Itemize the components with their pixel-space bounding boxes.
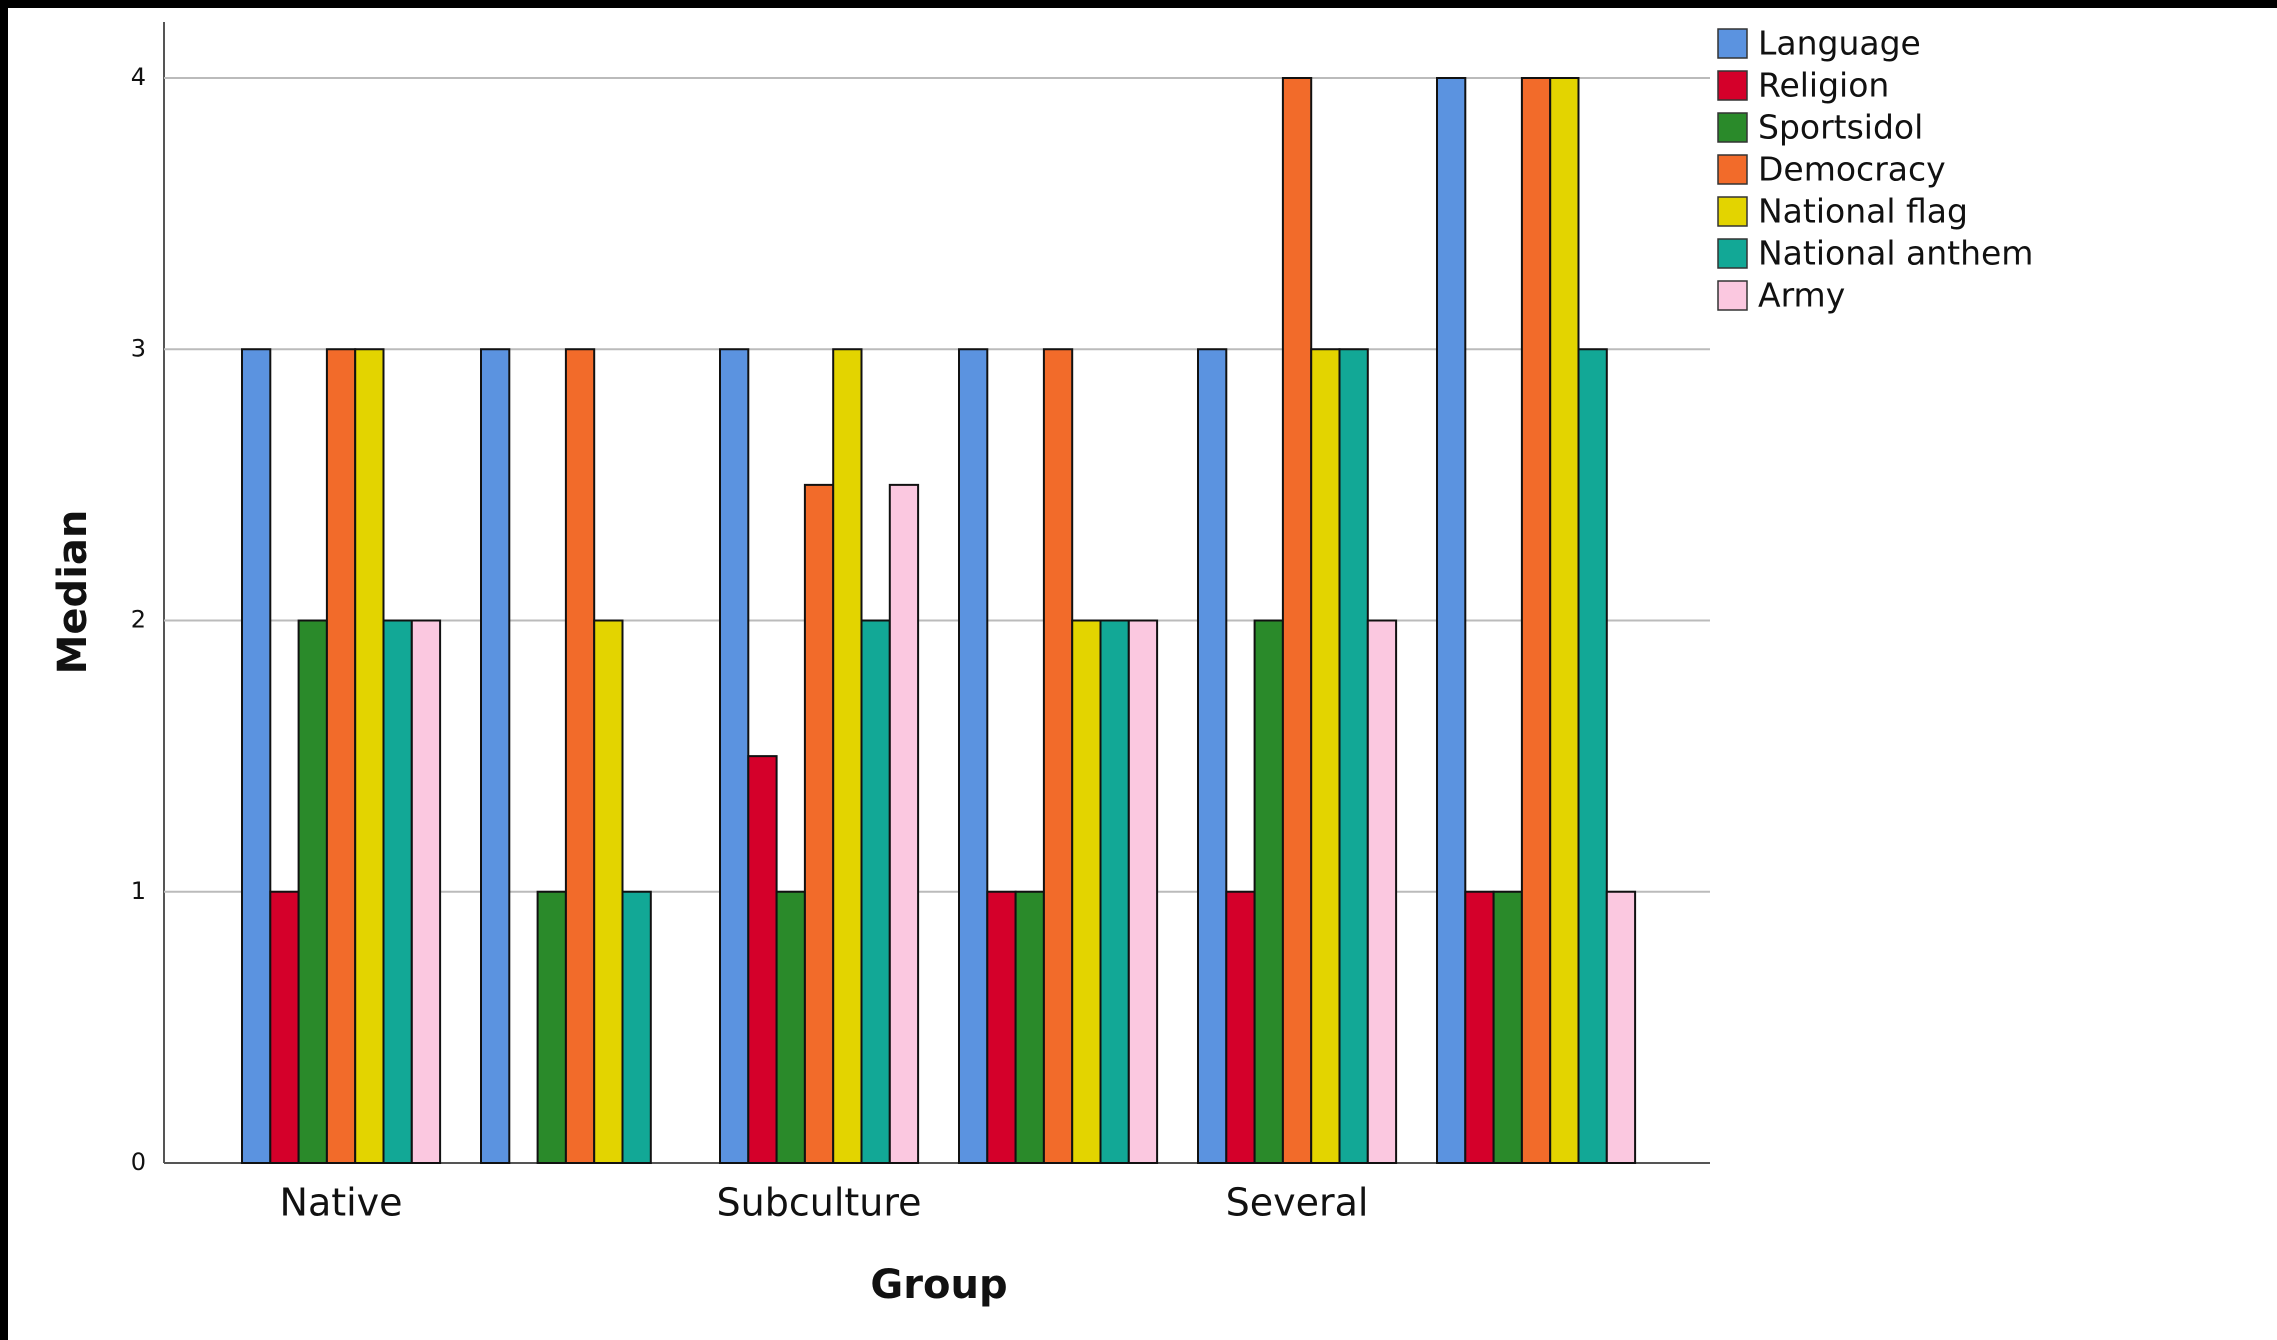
bar [1492, 890, 1523, 1164]
legend-swatch [1717, 28, 1748, 59]
legend-swatch [1717, 112, 1748, 143]
legend-swatch [1717, 280, 1748, 311]
bar [410, 619, 442, 1164]
bar [1549, 77, 1580, 1164]
bar [747, 755, 778, 1164]
bar [719, 348, 750, 1164]
bar [888, 483, 920, 1164]
legend-label: Religion [1758, 66, 1889, 105]
bar [860, 619, 891, 1164]
bar [593, 619, 624, 1164]
bar [1042, 348, 1074, 1164]
legend-label: National flag [1758, 192, 1968, 231]
y-tick-label: 0 [131, 1148, 146, 1176]
legend-swatch [1717, 154, 1748, 185]
bar [1014, 890, 1045, 1164]
bar [536, 890, 567, 1164]
bar [986, 890, 1017, 1164]
bar [1338, 348, 1369, 1164]
bar [832, 348, 863, 1164]
bar [803, 483, 835, 1164]
legend-label: Democracy [1758, 150, 1946, 189]
bar [1436, 77, 1467, 1164]
bar [297, 619, 328, 1164]
x-axis-title: Group [870, 1262, 1007, 1308]
legend-label: Army [1758, 276, 1845, 315]
y-axis-title: Median [50, 510, 96, 675]
bar [1225, 890, 1256, 1164]
bar [1310, 348, 1341, 1164]
bar [354, 348, 385, 1164]
bar [1071, 619, 1102, 1164]
legend-label: Language [1758, 24, 1921, 63]
bar [1464, 890, 1495, 1164]
legend-swatch [1717, 70, 1748, 101]
legend-swatch [1717, 238, 1748, 269]
legend-swatch [1717, 196, 1748, 227]
bar [1577, 348, 1608, 1164]
bar [1605, 890, 1637, 1164]
bar [564, 348, 596, 1164]
bar [269, 890, 300, 1164]
bar [1099, 619, 1130, 1164]
bar [621, 890, 652, 1164]
x-tick-label: Subculture [717, 1181, 922, 1225]
bar [325, 348, 357, 1164]
bar [1253, 619, 1284, 1164]
bar [1520, 77, 1552, 1164]
bar [1366, 619, 1398, 1164]
bar [775, 890, 806, 1164]
y-tick-label: 4 [131, 63, 146, 91]
bar [1281, 77, 1313, 1164]
x-tick-label: Native [280, 1181, 403, 1225]
y-tick-label: 3 [131, 334, 146, 362]
x-tick-label: Several [1226, 1181, 1369, 1225]
bar [382, 619, 413, 1164]
legend-label: National anthem [1758, 234, 2033, 273]
bar [480, 348, 511, 1164]
bar [1197, 348, 1228, 1164]
y-tick-label: 1 [131, 877, 146, 905]
y-tick-label: 2 [131, 606, 146, 634]
bar [958, 348, 989, 1164]
bar [241, 348, 272, 1164]
bar [1127, 619, 1159, 1164]
legend-label: Sportsidol [1758, 108, 1923, 147]
